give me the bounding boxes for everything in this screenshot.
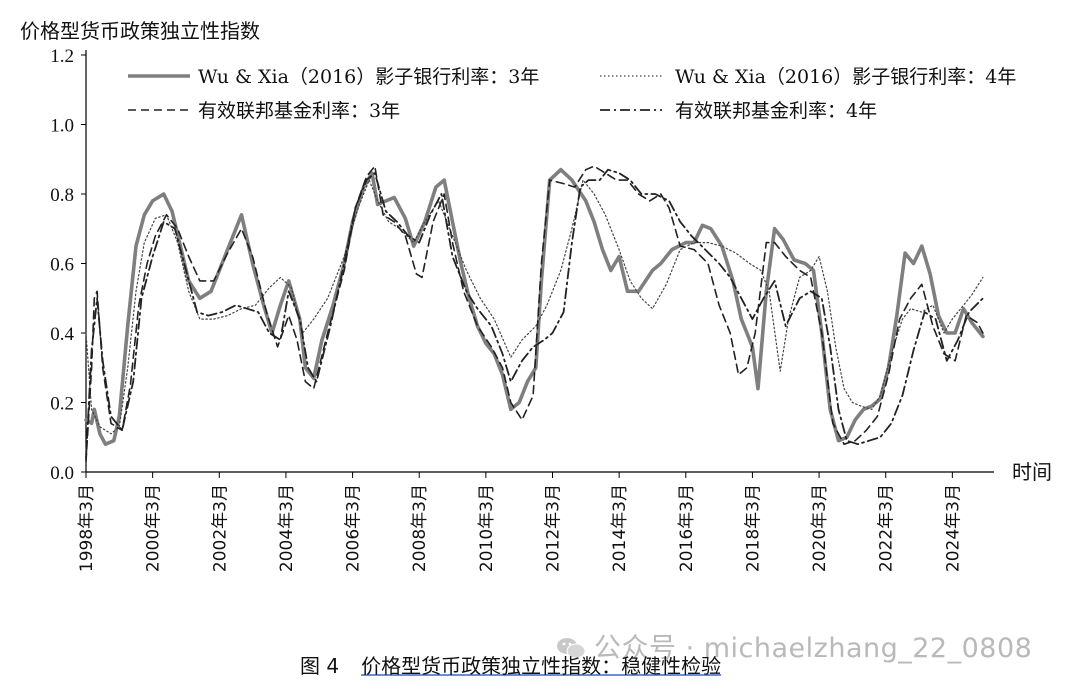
watermark-text: 公众号 · michaelzhang_22_0808 [594,633,1033,664]
x-axis-label: 时间 [1012,460,1052,484]
figure-caption: 图 4 价格型货币政策独立性指数：稳健性检验 [300,650,721,679]
legend-label-3: 有效联邦基金利率：3年 [198,100,400,122]
legend-label-4: 有效联邦基金利率：4年 [675,100,877,122]
series-line-2 [85,179,984,435]
x-tick-labels: 1998年3月 2000年3月 2002年3月 2004年3月 2006年3月 2008年… [77,484,963,572]
x-tick-label: 2016年3月 [677,484,697,572]
figure-number: 图 4 [300,654,340,678]
y-tick-label: 0.0 [50,463,74,484]
legend: Wu & Xia（2016）影子银行利率：3年 Wu & Xia（2016）影子银… [128,66,1016,122]
x-tick-label: 2018年3月 [743,484,763,572]
series-lines [84,165,985,463]
x-tick-label: 2006年3月 [344,484,364,572]
y-tick-label: 0.4 [50,324,74,345]
y-tick-label: 1.2 [50,46,74,67]
x-tick-label: 2014年3月 [610,484,630,572]
x-tick-label: 2004年3月 [277,484,297,572]
series-line-3 [85,165,984,463]
legend-label-1: Wu & Xia（2016）影子银行利率：3年 [198,66,539,88]
line-chart: 价格型货币政策独立性指数 时间 0.0 0.2 0.4 0.6 0.8 1.0 1.2 19… [20,19,1052,572]
x-tick-label: 2010年3月 [477,484,497,572]
y-tick-label: 0.8 [50,185,74,206]
y-tick-label: 0.6 [50,255,74,276]
x-tick-label: 2000年3月 [144,484,164,572]
y-tick-label: 0.2 [50,394,74,415]
x-tick-label: 2020年3月 [810,484,830,572]
y-tick-label: 1.0 [50,116,74,137]
figure-title: 价格型货币政策独立性指数：稳健性检验 [361,654,722,678]
legend-label-2: Wu & Xia（2016）影子银行利率：4年 [675,66,1016,88]
watermark: 公众号 · michaelzhang_22_0808 [556,626,1032,665]
y-tick-labels: 0.0 0.2 0.4 0.6 0.8 1.0 1.2 [50,46,74,484]
x-tick-label: 2012年3月 [543,484,563,572]
x-tick-label: 2008年3月 [410,484,430,572]
series-line-4 [85,168,984,459]
wechat-icon [556,636,586,660]
y-axis-label: 价格型货币政策独立性指数 [20,19,260,43]
x-tick-label: 2024年3月 [943,484,963,572]
x-tick-label: 2022年3月 [877,484,897,572]
axes [81,50,994,478]
series-line-1 [84,167,985,446]
x-tick-label: 2002年3月 [210,484,230,572]
x-tick-label: 1998年3月 [77,484,97,572]
